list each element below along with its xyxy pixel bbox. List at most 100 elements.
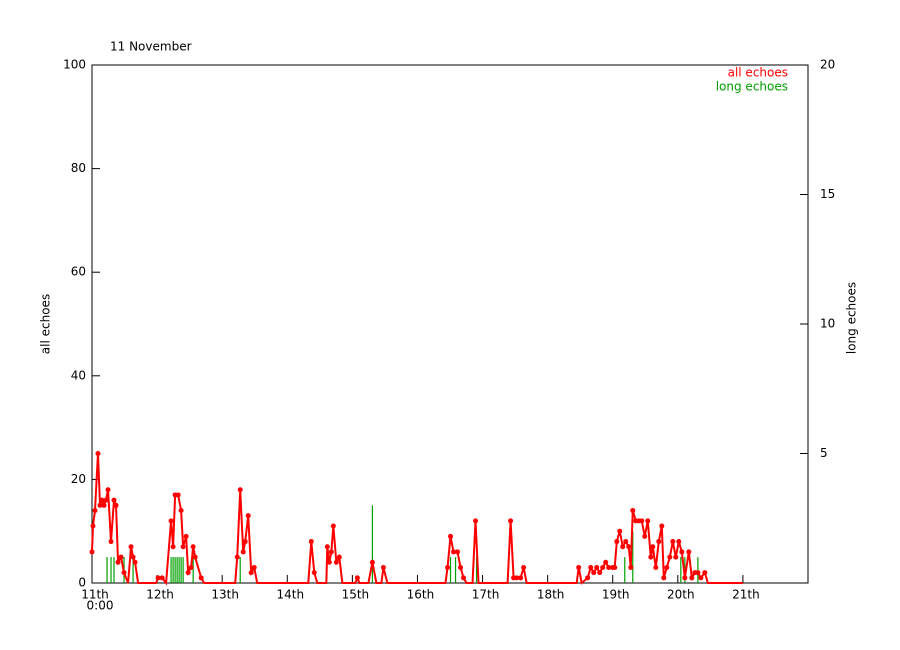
bar xyxy=(680,557,682,583)
bar xyxy=(182,557,184,583)
point xyxy=(192,554,198,560)
plot-frame xyxy=(91,64,809,584)
point xyxy=(702,570,708,576)
point xyxy=(461,575,467,581)
point xyxy=(626,544,632,550)
point xyxy=(336,554,342,560)
point xyxy=(188,564,194,570)
y-axis-label: all echoes xyxy=(39,294,53,354)
point xyxy=(103,497,109,503)
x-tick-label: 14th xyxy=(276,588,304,602)
point xyxy=(234,554,240,560)
point xyxy=(585,575,591,581)
point xyxy=(695,570,701,576)
point xyxy=(183,533,189,539)
point xyxy=(113,502,119,508)
x-tick-label: 20th xyxy=(667,588,695,602)
point xyxy=(128,544,134,550)
point xyxy=(311,570,317,576)
bar xyxy=(192,557,194,583)
point xyxy=(656,539,662,545)
point xyxy=(237,487,243,493)
point xyxy=(190,544,196,550)
point xyxy=(682,575,688,581)
point xyxy=(130,554,136,560)
point xyxy=(673,554,679,560)
y2-tick-label: 10 xyxy=(820,317,835,331)
point xyxy=(597,570,603,576)
bar xyxy=(170,557,172,583)
point xyxy=(603,559,609,565)
point xyxy=(508,518,514,524)
point xyxy=(614,539,620,545)
point xyxy=(185,570,191,576)
bar xyxy=(239,557,241,583)
point xyxy=(380,564,386,570)
point xyxy=(676,539,682,545)
point xyxy=(105,487,111,493)
point xyxy=(617,528,623,534)
x-tick-label: 21th xyxy=(732,588,760,602)
point xyxy=(324,544,330,550)
x-tick-label: 16th xyxy=(407,588,435,602)
point xyxy=(698,575,704,581)
point xyxy=(240,549,246,555)
bar xyxy=(132,557,134,583)
point xyxy=(354,575,360,581)
point xyxy=(521,564,527,570)
point xyxy=(115,559,121,565)
bar xyxy=(176,557,178,583)
point xyxy=(639,518,645,524)
point xyxy=(89,549,95,555)
point xyxy=(245,513,251,519)
x-tick-label: 19th xyxy=(602,588,630,602)
point xyxy=(111,497,117,503)
bar xyxy=(632,531,634,583)
point xyxy=(369,559,375,565)
point xyxy=(628,564,634,570)
point xyxy=(451,549,457,555)
point xyxy=(170,544,176,550)
point xyxy=(101,502,107,508)
point xyxy=(518,575,524,581)
x-tick-label: 17th xyxy=(472,588,500,602)
bar xyxy=(172,557,174,583)
point xyxy=(326,559,332,565)
point xyxy=(620,544,626,550)
point xyxy=(445,564,451,570)
bar xyxy=(697,557,699,583)
point xyxy=(99,497,105,503)
point xyxy=(612,564,618,570)
bar xyxy=(475,557,478,583)
point xyxy=(661,575,667,581)
point xyxy=(118,554,124,560)
point xyxy=(248,570,254,576)
bar xyxy=(106,557,108,583)
point xyxy=(95,451,101,456)
point xyxy=(576,564,582,570)
point xyxy=(659,523,665,529)
point xyxy=(645,518,651,524)
point xyxy=(121,570,127,576)
bar xyxy=(624,557,626,583)
x-origin-label: 0:00 xyxy=(87,599,114,613)
point xyxy=(623,539,629,545)
x-tick-label: 13th xyxy=(211,588,239,602)
point xyxy=(330,523,336,529)
point xyxy=(606,564,612,570)
bar xyxy=(178,557,180,583)
point xyxy=(155,575,161,581)
point xyxy=(175,492,181,498)
point xyxy=(448,533,454,539)
point xyxy=(650,544,656,550)
point xyxy=(92,507,98,513)
y-tick-label: 100 xyxy=(63,58,86,72)
bar xyxy=(174,557,176,583)
point xyxy=(514,575,520,581)
bar xyxy=(449,557,452,583)
point xyxy=(667,554,673,560)
line xyxy=(91,453,743,586)
point xyxy=(648,554,654,560)
point xyxy=(653,564,659,570)
